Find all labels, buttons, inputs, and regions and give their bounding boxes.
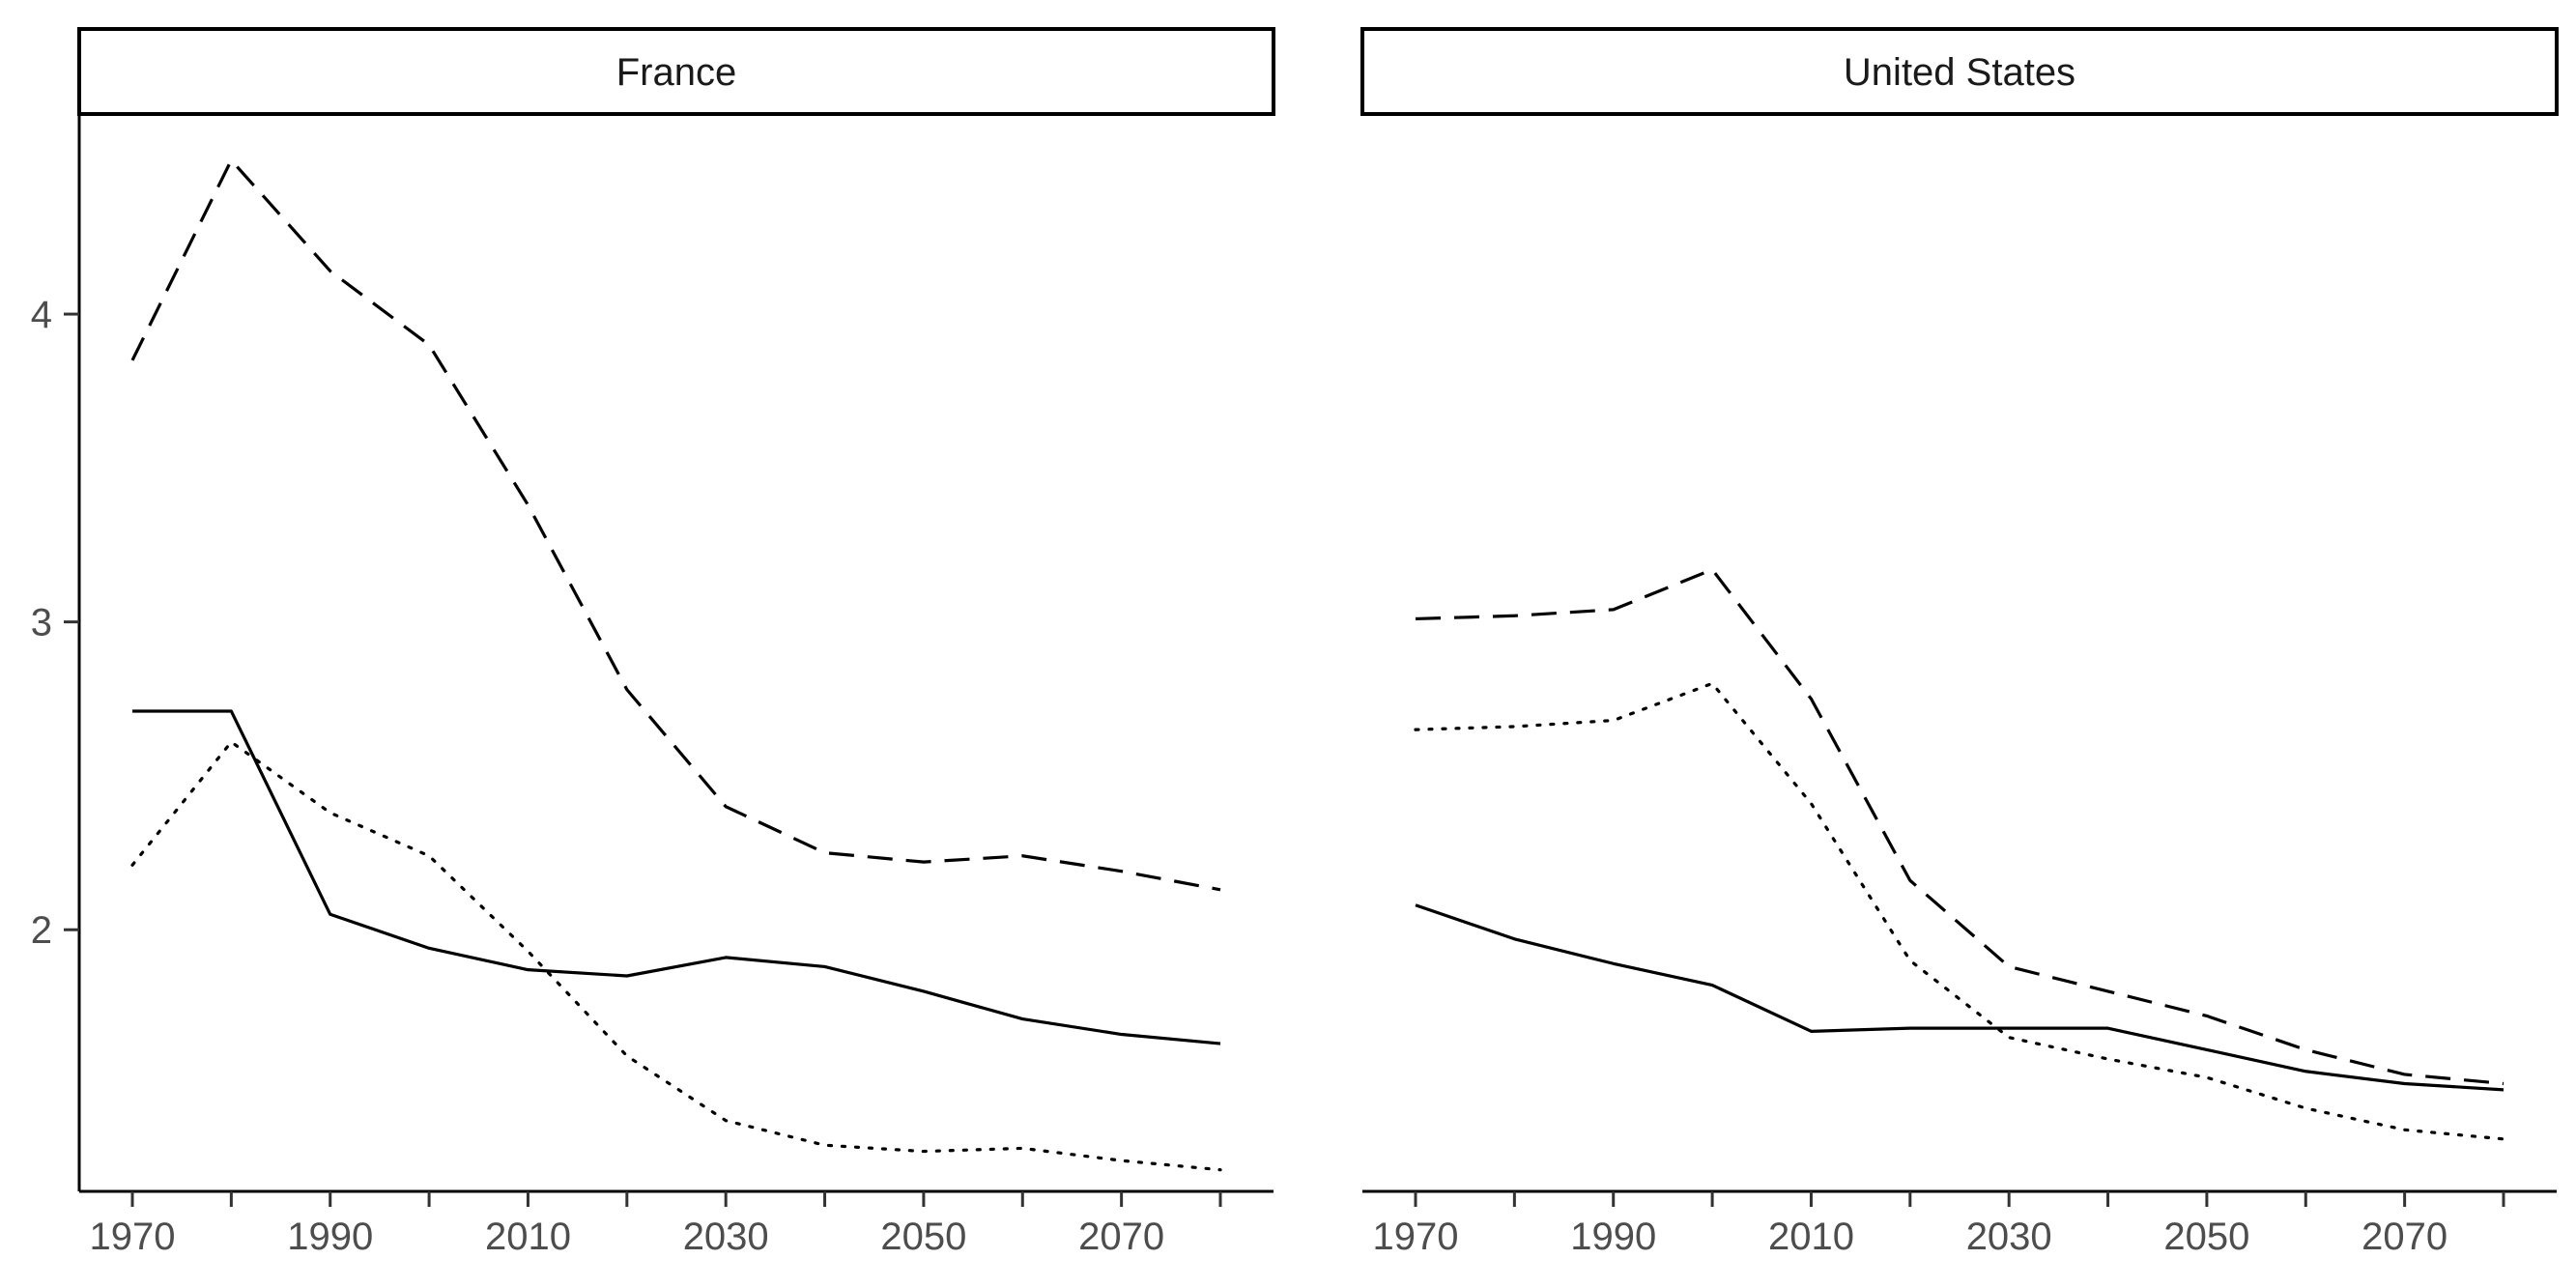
x-tick-label: 1970 [90, 1216, 176, 1258]
series-line-dashed [130, 158, 1221, 892]
y-tick-label: 3 [31, 602, 52, 644]
series-line-solid [132, 709, 1221, 1045]
x-tick-label: 2030 [683, 1216, 769, 1258]
facet-title: France [616, 51, 737, 94]
x-tick-label: 2070 [2361, 1216, 2447, 1258]
x-tick-label: 2070 [1078, 1216, 1164, 1258]
series-line-solid [1415, 903, 2504, 1092]
x-tick-label: 2010 [1768, 1216, 1854, 1258]
facet-strip [1360, 27, 2559, 116]
x-tick-label: 1990 [287, 1216, 373, 1258]
y-tick-label: 2 [31, 909, 52, 952]
x-tick-label: 2030 [1966, 1216, 2052, 1258]
x-tick-label: 2050 [2163, 1216, 2249, 1258]
facet-panel-0: France 1970 1990 2010 2030 2050 2070 2 3 4 [31, 27, 1275, 1258]
series-line-dashed [1415, 567, 2504, 1086]
facet-strip [77, 27, 1275, 116]
x-tick-label: 1990 [1570, 1216, 1656, 1258]
facet-panel-1: United States 1970 1990 2010 2030 2050 2070 [1360, 27, 2559, 1258]
x-tick-label: 2050 [880, 1216, 966, 1258]
facet-title: United States [1844, 51, 2075, 94]
series-line-dotted [1414, 681, 2505, 1141]
series-line-dotted [130, 740, 1222, 1172]
x-tick-label: 2010 [485, 1216, 571, 1258]
x-tick-label: 1970 [1373, 1216, 1459, 1258]
y-tick-label: 4 [31, 294, 52, 336]
